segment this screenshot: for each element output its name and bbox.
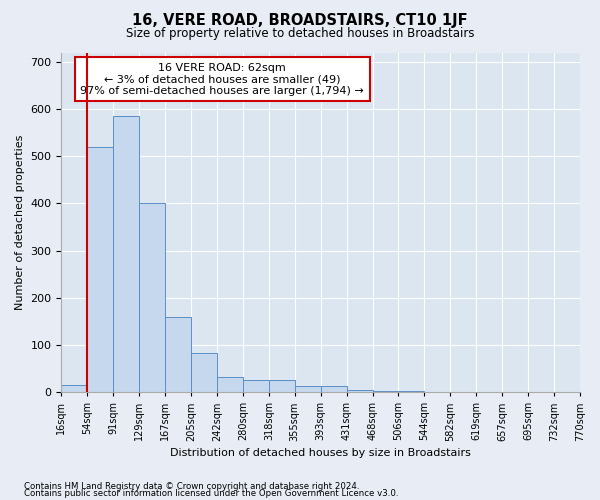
Bar — [269, 380, 295, 392]
Bar — [321, 386, 347, 392]
Bar — [295, 386, 321, 392]
Bar — [373, 390, 398, 392]
X-axis label: Distribution of detached houses by size in Broadstairs: Distribution of detached houses by size … — [170, 448, 471, 458]
Bar — [347, 390, 373, 392]
Bar — [243, 380, 269, 392]
Text: 16 VERE ROAD: 62sqm
← 3% of detached houses are smaller (49)
97% of semi-detache: 16 VERE ROAD: 62sqm ← 3% of detached hou… — [80, 62, 364, 96]
Bar — [165, 316, 191, 392]
Bar — [217, 376, 243, 392]
Text: Contains HM Land Registry data © Crown copyright and database right 2024.: Contains HM Land Registry data © Crown c… — [24, 482, 359, 491]
Text: Size of property relative to detached houses in Broadstairs: Size of property relative to detached ho… — [126, 28, 474, 40]
Bar — [398, 391, 424, 392]
Bar — [191, 353, 217, 392]
Bar — [139, 204, 165, 392]
Text: 16, VERE ROAD, BROADSTAIRS, CT10 1JF: 16, VERE ROAD, BROADSTAIRS, CT10 1JF — [132, 12, 468, 28]
Y-axis label: Number of detached properties: Number of detached properties — [15, 134, 25, 310]
Bar — [88, 147, 113, 392]
Bar — [61, 385, 88, 392]
Bar — [113, 116, 139, 392]
Text: Contains public sector information licensed under the Open Government Licence v3: Contains public sector information licen… — [24, 490, 398, 498]
